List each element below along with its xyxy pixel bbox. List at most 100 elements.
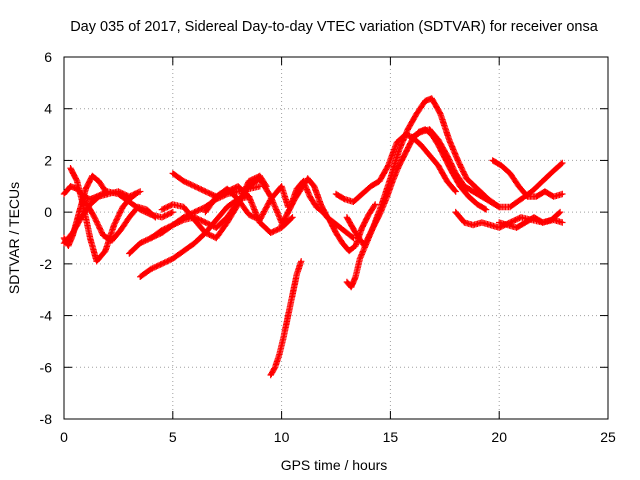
grid-lines xyxy=(64,57,608,419)
data-point xyxy=(265,185,268,188)
data-point xyxy=(524,221,527,224)
data-point xyxy=(343,198,346,201)
data-point xyxy=(139,275,142,278)
data-point xyxy=(457,159,459,162)
data-point xyxy=(535,195,538,198)
data-point xyxy=(346,216,348,219)
data-point xyxy=(269,231,272,234)
data-point xyxy=(411,136,414,139)
data-point xyxy=(448,138,451,141)
data-point xyxy=(354,231,357,234)
data-point xyxy=(530,190,533,193)
data-point xyxy=(391,180,394,183)
data-point xyxy=(489,224,492,227)
y-tick-label: 6 xyxy=(44,49,52,65)
data-point xyxy=(104,250,107,252)
data-point xyxy=(439,113,442,115)
data-point xyxy=(204,231,207,234)
data-point xyxy=(171,224,174,227)
data-point xyxy=(95,260,98,263)
data-point xyxy=(204,206,207,208)
axis-ticks xyxy=(63,56,609,420)
data-point xyxy=(335,231,337,234)
data-point xyxy=(517,185,520,188)
series-track-q xyxy=(343,126,490,291)
data-point xyxy=(248,195,250,198)
data-point xyxy=(215,219,218,221)
chart-title: Day 035 of 2017, Sidereal Day-to-day VTE… xyxy=(70,19,599,35)
y-tick-label: -8 xyxy=(40,411,53,427)
data-point xyxy=(374,203,377,206)
series-track-t xyxy=(489,157,566,200)
data-point xyxy=(361,193,363,195)
data-point xyxy=(171,257,174,260)
data-point xyxy=(378,180,381,183)
data-point xyxy=(354,275,357,278)
data-point xyxy=(498,226,501,229)
data-point xyxy=(226,188,229,190)
data-point xyxy=(420,144,422,146)
data-point xyxy=(237,190,240,193)
x-tick-labels: 0 5 10 15 20 25 xyxy=(60,429,616,445)
x-tick-label: 25 xyxy=(600,429,616,445)
y-tick-label: -4 xyxy=(40,308,53,324)
data-point xyxy=(378,213,381,216)
data-point xyxy=(154,216,157,219)
data-point xyxy=(507,224,509,227)
series-track-u xyxy=(496,208,564,231)
data-point xyxy=(67,244,70,247)
data-point xyxy=(258,219,261,221)
data-point xyxy=(352,200,355,203)
data-point xyxy=(365,242,368,245)
data-point xyxy=(282,335,285,338)
data-point xyxy=(328,219,331,221)
data-point xyxy=(300,260,303,263)
data-point xyxy=(306,177,309,180)
data-point xyxy=(215,226,218,229)
data-point xyxy=(459,185,461,188)
series-track-d xyxy=(60,172,111,249)
data-point xyxy=(295,188,298,190)
x-tick-label: 20 xyxy=(491,429,507,445)
data-point xyxy=(63,237,65,239)
data-point xyxy=(398,164,400,167)
data-point xyxy=(387,164,390,167)
data-point xyxy=(559,211,561,214)
data-point xyxy=(106,193,109,195)
data-point xyxy=(63,193,65,195)
data-point xyxy=(89,237,91,239)
y-tick-label: 0 xyxy=(44,204,52,220)
data-point xyxy=(291,294,294,296)
data-point xyxy=(128,252,131,255)
data-point xyxy=(515,226,518,229)
data-point xyxy=(561,162,564,164)
data-point xyxy=(430,97,433,100)
data-point xyxy=(182,206,185,208)
data-point xyxy=(182,250,185,252)
data-point xyxy=(472,190,474,193)
x-tick-label: 5 xyxy=(169,429,177,445)
data-point xyxy=(446,154,448,157)
data-point xyxy=(76,219,78,221)
data-point xyxy=(69,167,72,170)
data-point xyxy=(500,164,503,167)
data-point xyxy=(437,164,440,167)
data-point xyxy=(369,185,372,188)
data-point xyxy=(463,221,466,224)
x-tick-label: 15 xyxy=(383,429,399,445)
data-point xyxy=(552,169,555,172)
data-point xyxy=(76,180,78,183)
data-point xyxy=(150,237,152,239)
data-point xyxy=(69,185,72,188)
data-point xyxy=(454,172,457,175)
data-point xyxy=(313,185,316,188)
data-point xyxy=(322,211,324,214)
data-point xyxy=(134,193,137,195)
data-point xyxy=(171,203,174,206)
data-point xyxy=(437,138,440,141)
data-point xyxy=(89,198,91,201)
y-tick-label: -6 xyxy=(40,359,53,375)
y-axis-label: SDTVAR / TECUs xyxy=(6,182,22,294)
data-point xyxy=(291,216,294,219)
